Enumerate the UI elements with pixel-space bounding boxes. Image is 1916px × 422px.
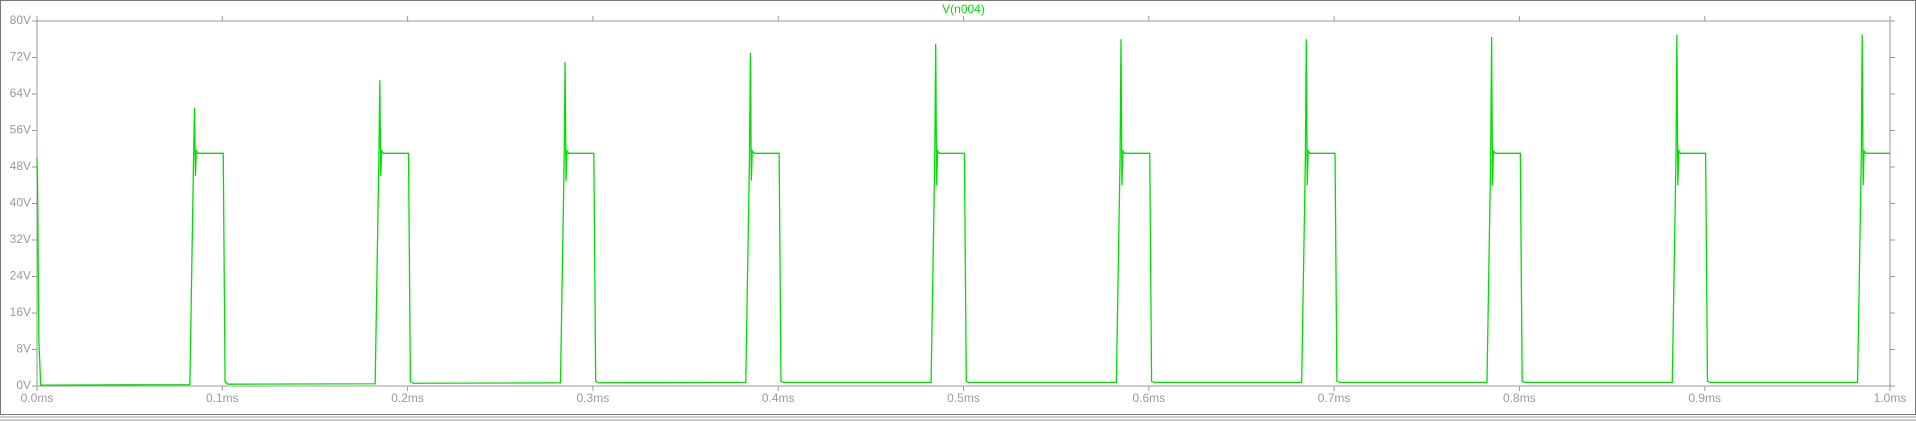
- x-tick-label: 0.6ms: [1132, 391, 1165, 405]
- y-tick-label: 80V: [10, 13, 31, 27]
- trace: [36, 34, 1890, 386]
- x-tick-label: 0.1ms: [206, 391, 239, 405]
- y-tick-label: 40V: [10, 196, 31, 210]
- x-tick-label: 0.3ms: [577, 391, 610, 405]
- x-tick-label: 0.4ms: [762, 391, 795, 405]
- y-tick-label: 16V: [10, 305, 31, 319]
- x-tick-label: 1.0ms: [1874, 391, 1907, 405]
- trace-label: V(n004): [942, 2, 985, 16]
- x-tick-label: 0.9ms: [1688, 391, 1721, 405]
- y-tick-label: 56V: [10, 123, 31, 137]
- x-tick-label: 0.8ms: [1503, 391, 1536, 405]
- y-tick-label: 64V: [10, 86, 31, 100]
- x-tick-label: 0.7ms: [1318, 391, 1351, 405]
- y-tick-label: 72V: [10, 50, 31, 64]
- x-tick-label: 0.5ms: [947, 391, 980, 405]
- y-tick-label: 32V: [10, 232, 31, 246]
- x-tick-label: 0.2ms: [391, 391, 424, 405]
- y-tick-label: 24V: [10, 269, 31, 283]
- y-tick-label: 0V: [16, 378, 31, 392]
- x-tick-label: 0.0ms: [21, 391, 54, 405]
- y-tick-label: 48V: [10, 159, 31, 173]
- y-tick-label: 8V: [16, 342, 31, 356]
